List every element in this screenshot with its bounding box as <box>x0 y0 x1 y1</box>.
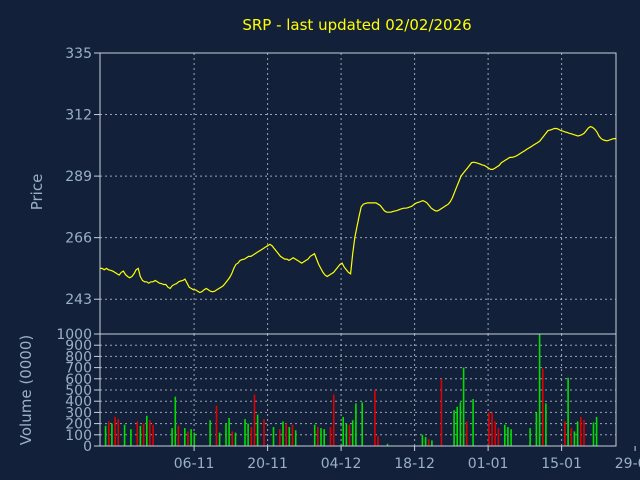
price-frame <box>99 52 617 335</box>
price-tick-label: 243 <box>65 292 92 308</box>
price-axis-label: Price <box>28 174 46 211</box>
date-tick-label: 18-12 <box>394 456 435 472</box>
date-tick-label: 29-01 <box>615 456 640 472</box>
volume-tick-label: 900 <box>65 338 92 354</box>
price-tick-label: 312 <box>65 108 92 124</box>
volume-tick-label: 0 <box>83 439 92 455</box>
chart-title: SRP - last updated 02/02/2026 <box>242 16 471 34</box>
volume-tick-label: 300 <box>65 405 92 421</box>
volume-tick-label: 700 <box>65 361 92 377</box>
volume-tick-label: 600 <box>65 372 92 388</box>
date-tick-label: 04-12 <box>321 456 362 472</box>
volume-tick-label: 800 <box>65 349 92 365</box>
date-tick-label: 20-11 <box>247 456 288 472</box>
price-tick-label: 335 <box>65 46 92 62</box>
volume-frame <box>99 333 617 447</box>
volume-tick-label: 100 <box>65 428 92 444</box>
date-axis: 06-11 20-11 04-12 18-12 01-01 15-01 29-01 <box>174 446 640 472</box>
price-line <box>100 125 616 294</box>
price-tick-label: 289 <box>65 169 92 185</box>
date-tick-label: 15-01 <box>541 456 582 472</box>
volume-tick-label: 200 <box>65 417 92 433</box>
volume-tick-label: 500 <box>65 383 92 399</box>
price-panel: 243 266 289 312 335 <box>65 46 617 335</box>
volume-tick-label: 1000 <box>56 327 92 343</box>
price-tick-label: 266 <box>65 231 92 247</box>
date-tick-label: 06-11 <box>174 456 215 472</box>
volume-axis-label: Volume (0000) <box>17 335 35 445</box>
date-tick-label: 01-01 <box>468 456 509 472</box>
volume-tick-label: 400 <box>65 394 92 410</box>
